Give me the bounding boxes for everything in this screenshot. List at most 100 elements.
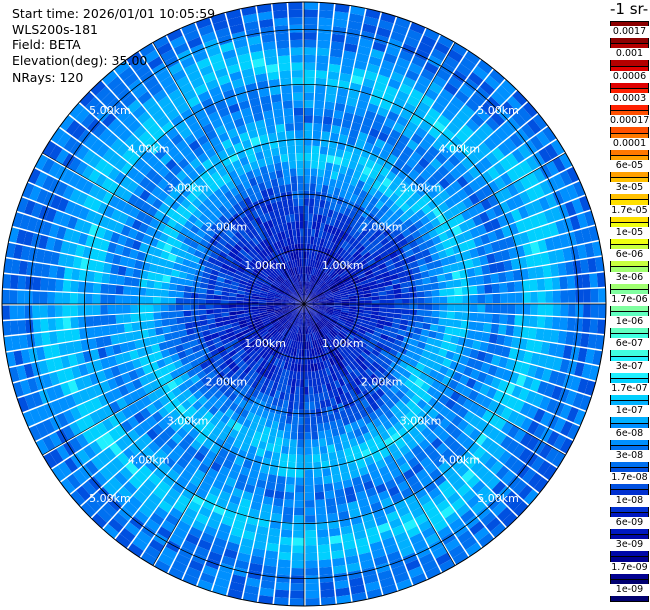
ray-bin [311, 305, 319, 308]
ray-bin [529, 214, 541, 229]
ray-bin [266, 345, 273, 353]
ray-bin [210, 223, 220, 233]
ray-bin [274, 597, 289, 606]
ray-bin [155, 448, 168, 462]
ray-bin [559, 170, 573, 186]
ray-bin [209, 274, 218, 281]
ray-bin [135, 144, 149, 158]
ray-bin [329, 420, 338, 430]
ray-bin [320, 283, 328, 290]
ray-bin [216, 345, 226, 354]
ray-bin [518, 387, 530, 402]
ray-bin [305, 281, 308, 290]
range-ring-label: 1.00km [322, 259, 364, 272]
ray-bin [339, 433, 349, 443]
ray-bin [277, 314, 285, 320]
ray-bin [540, 341, 551, 355]
ray-bin [157, 178, 169, 190]
ray-bin [129, 248, 139, 260]
ray-bin [332, 26, 347, 36]
colorbar-tick-label: 6e-06 [610, 249, 649, 262]
ray-bin [293, 348, 297, 357]
ray-bin [145, 312, 154, 321]
ray-bin [180, 145, 193, 158]
ray-bin [352, 230, 361, 240]
ray-bin [529, 279, 538, 291]
ray-bin [43, 250, 53, 264]
ray-bin [160, 297, 169, 304]
ray-bin [184, 115, 198, 127]
ray-bin [537, 460, 551, 476]
ray-bin [321, 285, 329, 291]
ray-bin [244, 483, 256, 494]
ray-bin [370, 48, 385, 60]
ray-bin [354, 357, 363, 366]
ray-bin [304, 281, 307, 289]
ray-bin [256, 277, 265, 284]
ray-bin [192, 234, 203, 244]
ray-bin [164, 402, 175, 414]
ray-bin [344, 280, 353, 286]
ray-bin [261, 409, 269, 419]
ray-bin [239, 248, 248, 257]
ray-bin [363, 573, 379, 585]
ray-bin [197, 579, 213, 592]
ray-bin [352, 170, 362, 180]
ray-bin [225, 345, 235, 354]
ray-bin [292, 293, 299, 299]
ray-bin [307, 371, 312, 380]
ray-bin [295, 469, 304, 478]
ray-bin [65, 341, 76, 355]
ray-bin [349, 342, 357, 350]
ray-bin [460, 104, 475, 118]
ray-bin [485, 96, 501, 111]
ray-bin [369, 225, 379, 235]
ray-bin [481, 470, 495, 485]
ray-bin [337, 141, 347, 151]
ray-bin [289, 306, 298, 311]
ray-bin [579, 395, 592, 411]
ray-bin [306, 341, 309, 350]
ray-bin [310, 363, 315, 372]
ray-bin [365, 202, 375, 212]
ray-bin [300, 236, 304, 244]
ray-bin [315, 253, 321, 261]
ray-bin [320, 282, 327, 289]
ray-bin [285, 290, 292, 296]
ray-bin [441, 376, 452, 387]
ray-bin [168, 450, 181, 463]
ray-bin [291, 284, 297, 292]
ray-bin [142, 117, 156, 131]
ray-bin [326, 299, 334, 302]
range-ring-label: 5.00km [477, 104, 519, 117]
ray-bin [88, 154, 102, 169]
ray-bin [488, 413, 501, 427]
ray-bin [385, 399, 395, 410]
ray-bin [268, 346, 276, 355]
ray-bin [136, 387, 148, 399]
ray-bin [236, 300, 244, 304]
ray-bin [315, 288, 322, 295]
ray-bin [240, 363, 249, 372]
ray-bin [221, 295, 229, 300]
ray-bin [384, 543, 399, 555]
ray-bin [400, 319, 409, 326]
ray-bin [376, 233, 386, 242]
ray-bin [313, 268, 318, 276]
ray-bin [20, 349, 31, 364]
ray-bin [430, 252, 441, 262]
ray-bin [351, 325, 360, 332]
ray-bin [320, 589, 335, 598]
ray-bin [362, 286, 371, 292]
ray-bin [97, 347, 108, 359]
ray-bin [526, 187, 538, 202]
ray-bin [270, 285, 278, 291]
ray-bin [491, 354, 501, 366]
ray-bin [375, 458, 387, 470]
ray-bin [305, 552, 318, 561]
ray-bin [304, 2, 319, 10]
ray-bin [167, 346, 178, 356]
ray-bin [252, 290, 261, 295]
ray-bin [267, 474, 277, 483]
ray-bin [321, 327, 328, 335]
